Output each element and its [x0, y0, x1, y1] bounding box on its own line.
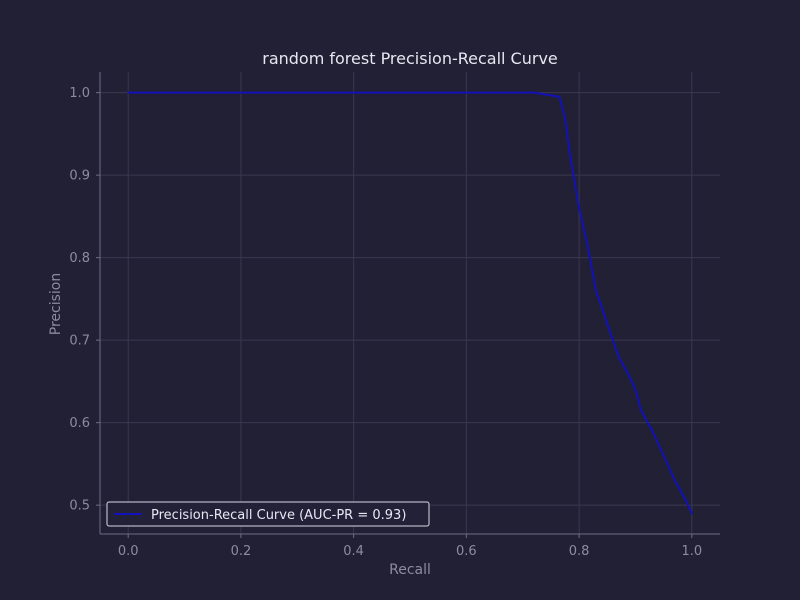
axes — [96, 72, 720, 538]
chart-title: random forest Precision-Recall Curve — [262, 49, 558, 68]
x-tick-label: 0.2 — [231, 544, 252, 559]
x-tick-label: 0.8 — [569, 544, 590, 559]
x-tick-label: 0.0 — [118, 544, 139, 559]
y-axis-label: Precision — [48, 273, 64, 335]
y-tick-label: 0.6 — [69, 416, 90, 431]
tick-labels: 0.0 0.2 0.4 0.6 0.8 1.0 0.5 0.6 0.7 0.8 0.9 1.0 — [69, 86, 702, 559]
legend-box — [106, 501, 430, 527]
y-tick-label: 0.8 — [69, 251, 90, 266]
x-tick-label: 1.0 — [681, 544, 702, 559]
y-tick-label: 1.0 — [69, 86, 90, 101]
x-tick-label: 0.6 — [456, 544, 477, 559]
y-tick-label: 0.9 — [69, 169, 90, 184]
x-tick-label: 0.4 — [343, 544, 364, 559]
series-layer — [127, 91, 693, 515]
y-tick-label: 0.7 — [69, 334, 90, 349]
precision-recall-series-line — [127, 91, 693, 515]
legend-entry-label: Precision-Recall Curve (AUC-PR = 0.93) — [151, 508, 406, 523]
legend: Precision-Recall Curve (AUC-PR = 0.93) — [106, 501, 430, 527]
gridlines — [100, 72, 720, 534]
y-tick-label: 0.5 — [69, 499, 90, 514]
x-axis-label: Recall — [389, 562, 431, 578]
